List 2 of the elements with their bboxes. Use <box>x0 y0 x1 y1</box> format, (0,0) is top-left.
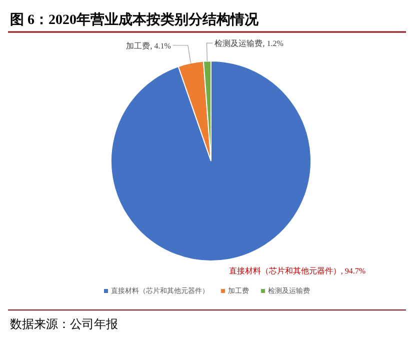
title: 图 6：2020年营业成本按类别分结构情况 <box>10 13 258 28</box>
annotation: 数据来源：公司年报 <box>10 317 118 331</box>
